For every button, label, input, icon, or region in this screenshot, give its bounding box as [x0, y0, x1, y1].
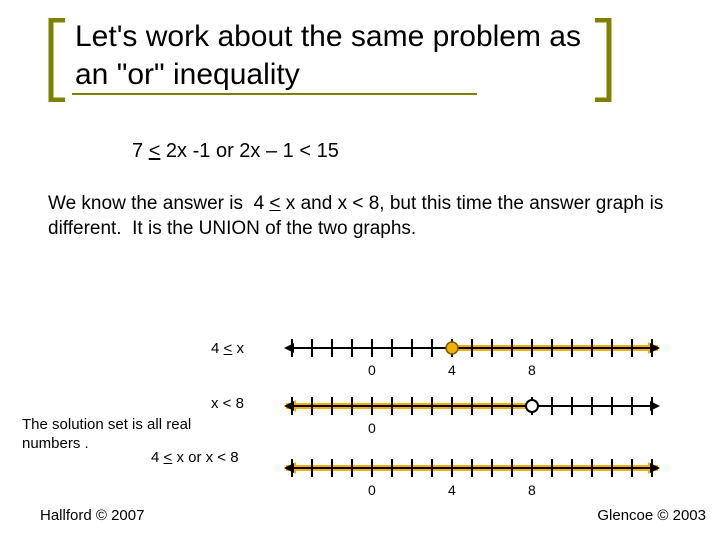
- bracket-right-icon: [591, 18, 615, 102]
- tick-label: 0: [368, 482, 376, 498]
- number-line-1: [284, 334, 676, 364]
- slide-title: Let's work about the same problem as an …: [69, 18, 591, 102]
- tick-label: 4: [448, 482, 456, 498]
- title-underline: [72, 93, 477, 95]
- number-line-3: [284, 454, 676, 484]
- numline-label-1: 4 < x: [211, 340, 244, 357]
- title-block: Let's work about the same problem as an …: [45, 18, 615, 102]
- tick-label: 8: [528, 362, 536, 378]
- tick-label: 8: [528, 482, 536, 498]
- problem-inequality: 7 < 2x -1 or 2x – 1 < 15: [132, 140, 339, 163]
- numline-label-2: x < 8: [211, 395, 244, 412]
- tick-label: 0: [368, 362, 376, 378]
- bracket-left-icon: [45, 18, 69, 102]
- tick-label: 0: [368, 420, 376, 436]
- credit-left: Hallford © 2007: [40, 507, 144, 524]
- solution-text: The solution set is all real numbers .: [22, 416, 242, 454]
- body-paragraph: We know the answer is 4 < x and x < 8, b…: [48, 192, 668, 241]
- credit-right: Glencoe © 2003: [597, 507, 706, 524]
- number-line-2: [284, 392, 676, 422]
- tick-label: 4: [448, 362, 456, 378]
